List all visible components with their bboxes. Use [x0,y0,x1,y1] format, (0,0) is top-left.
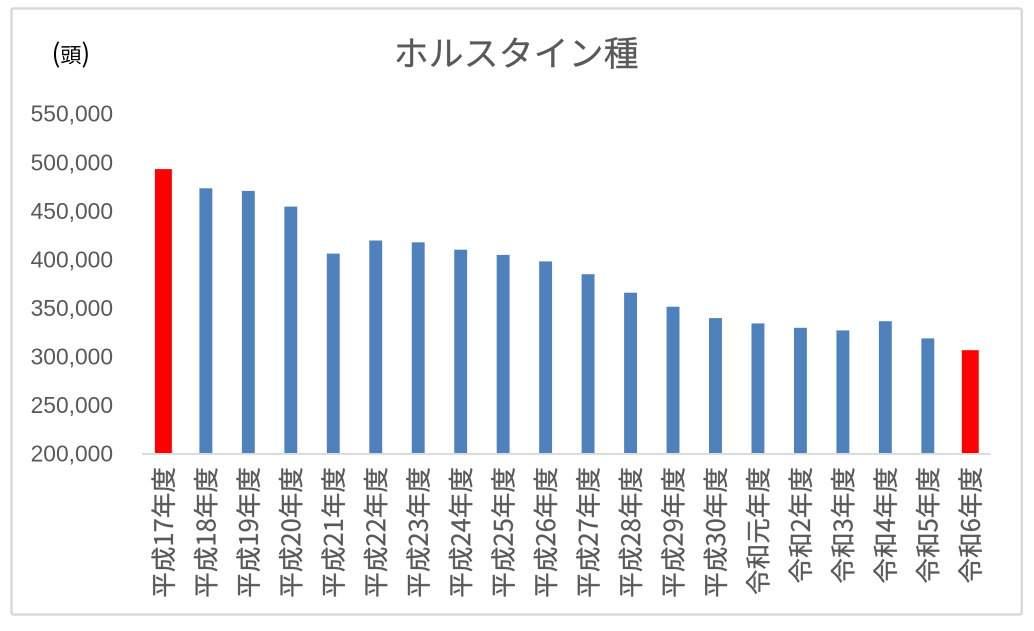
svg-text:500,000: 500,000 [31,149,113,175]
svg-text:400,000: 400,000 [31,246,113,272]
svg-text:300,000: 300,000 [31,343,113,369]
svg-text:200,000: 200,000 [31,441,113,467]
svg-text:550,000: 550,000 [31,101,113,127]
svg-text:450,000: 450,000 [31,198,113,224]
svg-text:350,000: 350,000 [31,295,113,321]
svg-text:250,000: 250,000 [31,392,113,418]
